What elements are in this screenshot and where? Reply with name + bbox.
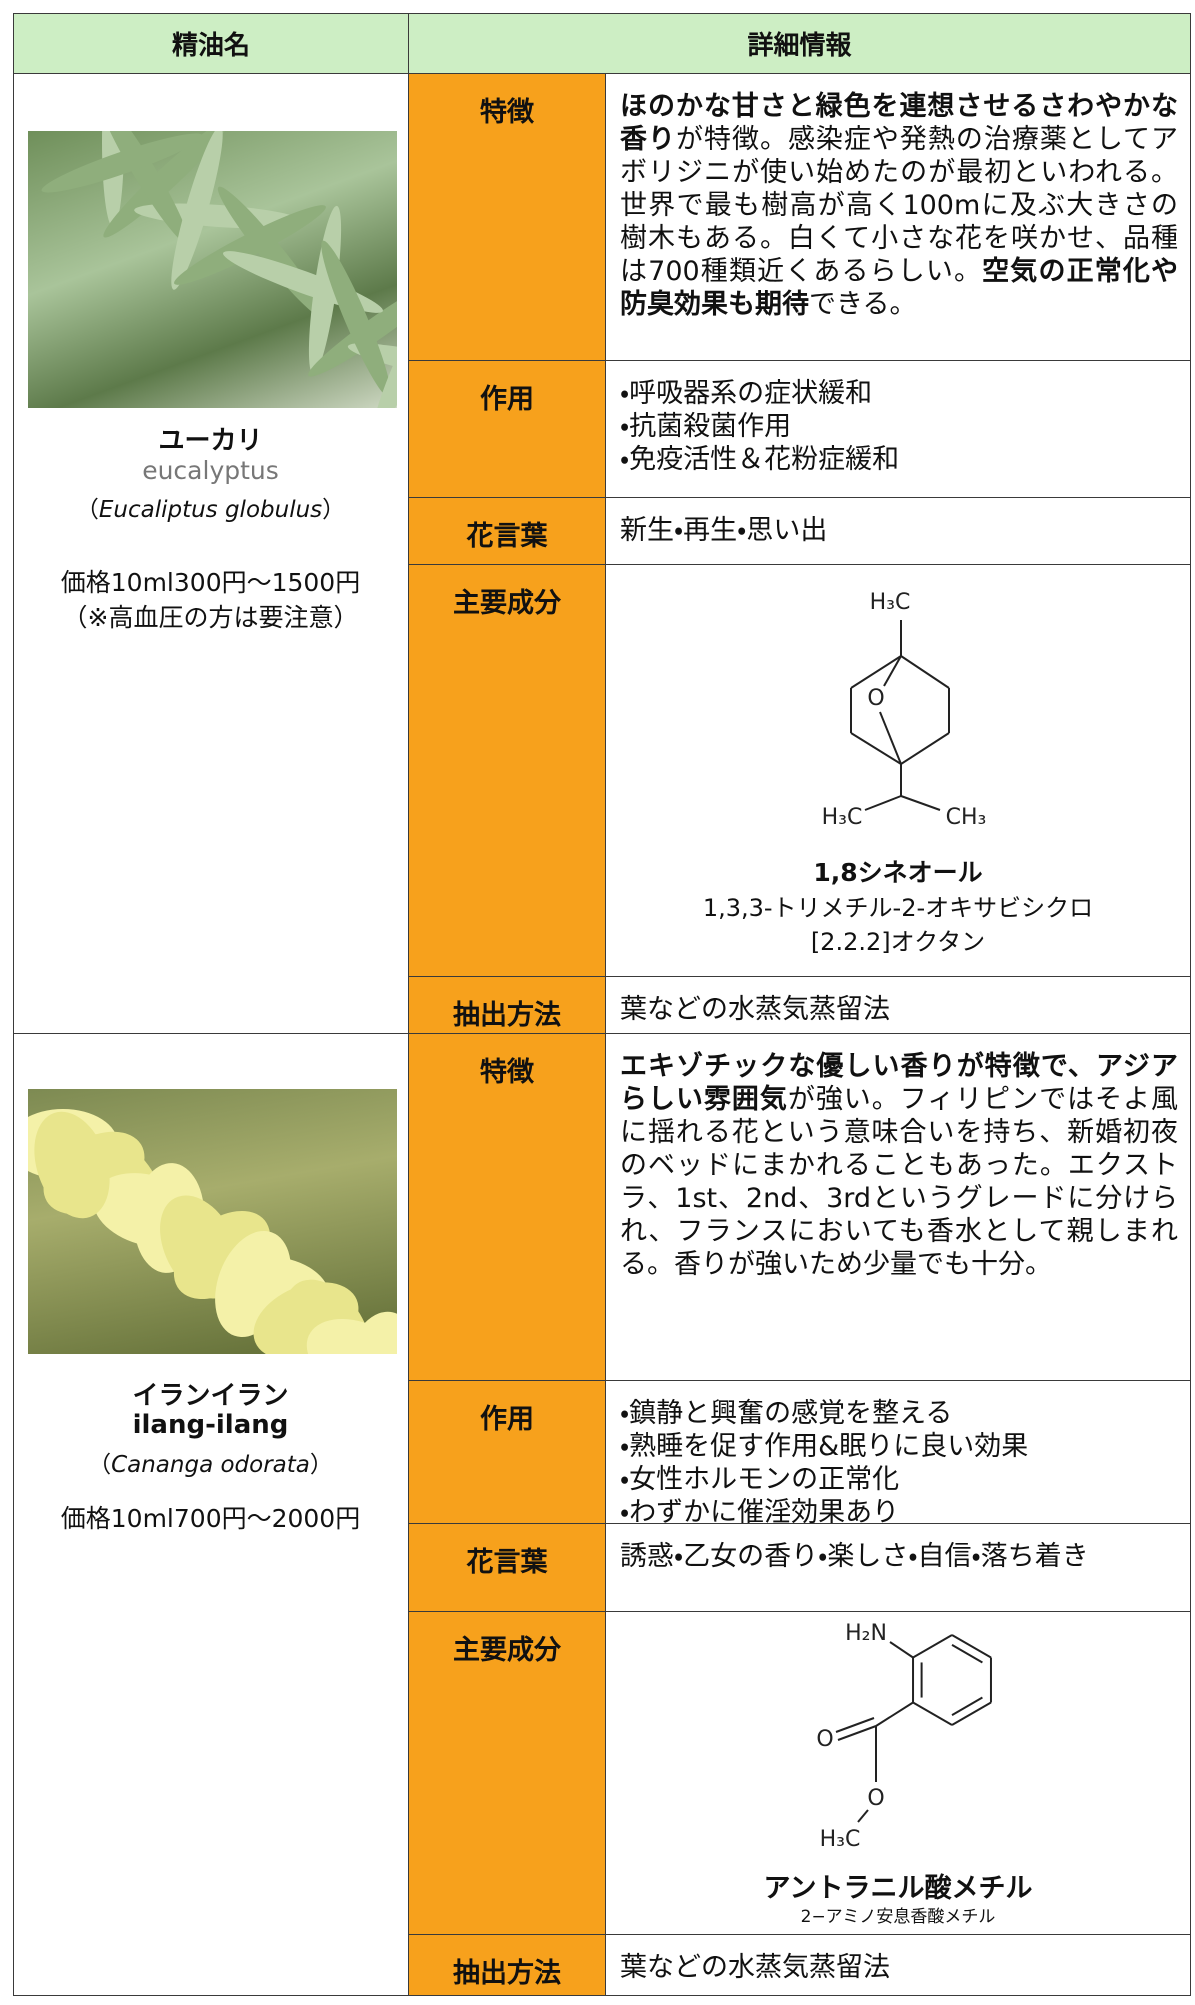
price: 価格10ml300円〜1500円	[60, 568, 361, 597]
detail-label: 抽出方法	[408, 1934, 606, 1996]
oil-name: ユーカリ	[158, 426, 263, 456]
detail-content: エキゾチックな優しい香りが特徴で、アジアらしい雰囲気が強い。フィリピンではそよ風…	[605, 1033, 1191, 1381]
detail-content: 葉などの水蒸気蒸留法	[605, 976, 1191, 1034]
detail-label: 主要成分	[408, 564, 606, 977]
text-run: 新生・再生・思い出	[620, 515, 828, 546]
text-run: できる。	[809, 289, 917, 320]
compound-desc: [2.2.2]オクタン	[810, 928, 986, 956]
list-item: ・免疫活性＆花粉症緩和	[620, 444, 900, 475]
text-run: が強い。フィリピンではそよ風に揺れる花という意味合いを持ち、新婚初夜のベッドにま…	[620, 1084, 1178, 1280]
scientific-part: Eucaliptus globulus	[98, 497, 323, 523]
header-cell: 詳細情報	[408, 13, 1191, 74]
compound-name: アントラニル酸メチル	[763, 1873, 1033, 1904]
list-item: ・抗菌殺菌作用	[620, 411, 792, 442]
scientific-part: Cananga odorata	[111, 1452, 310, 1478]
detail-content: ・鎮静と興奮の感覚を整える ・熟睡を促す作用&眠りに良い効果 ・女性ホルモンの正常化…	[605, 1380, 1191, 1528]
english-name: ilang-ilang	[132, 1410, 289, 1440]
list-item: ・熟睡を促す作用&眠りに良い効果	[620, 1431, 1029, 1462]
photo	[28, 1089, 397, 1354]
scientific-name: （Eucaliptus globulus）	[13, 490, 408, 524]
text-run: 葉などの水蒸気蒸留法	[620, 1952, 890, 1983]
detail-content: ほのかな甘さと緑色を連想させるさわやかな香りが特徴。感染症や発熱の治療薬としてア…	[605, 73, 1191, 361]
scientific-name: （Cananga odorata）	[13, 1445, 408, 1479]
list-item: ・呼吸器系の症状緩和	[620, 378, 873, 409]
detail-content: 誘惑・乙女の香り・楽しさ・自信・落ち着き	[605, 1523, 1191, 1612]
detail-content: 新生・再生・思い出	[605, 497, 1191, 565]
text-run: 誘惑・乙女の香り・楽しさ・自信・落ち着き	[620, 1541, 1089, 1572]
scientific-part: ）	[322, 497, 346, 523]
english-name: eucalyptus	[142, 456, 279, 485]
detail-label: 作用	[408, 360, 606, 498]
compound-name: 1,8シネオール	[813, 858, 983, 887]
text-run: 空気の正常化や防臭効果も期待	[620, 256, 1178, 320]
detail-content: ・呼吸器系の症状緩和 ・抗菌殺菌作用 ・免疫活性＆花粉症緩和	[605, 360, 1191, 498]
price: 価格10ml700円〜2000円	[60, 1504, 361, 1533]
text-run: エキゾチックな優しい香りが特徴で、アジアらしい雰囲気	[620, 1051, 1178, 1115]
header-cell: 精油名	[13, 13, 409, 74]
detail-label: 花言葉	[408, 1523, 606, 1612]
list-item: ・わずかに催淫効果あり	[620, 1497, 900, 1528]
text-run: ほのかな甘さと緑色を連想させるさわやかな香り	[620, 91, 1178, 155]
scientific-part: （	[75, 497, 99, 523]
scientific-part: （	[88, 1452, 112, 1478]
list-item: ・女性ホルモンの正常化	[620, 1464, 900, 1495]
detail-content: 葉などの水蒸気蒸留法	[605, 1934, 1191, 1996]
detail-label: 特徴	[408, 1033, 606, 1381]
detail-label: 特徴	[408, 73, 606, 361]
compound-desc: 2−アミノ安息香酸メチル	[800, 1907, 996, 1927]
oil-name: イランイラン	[132, 1381, 289, 1411]
compound-desc: 1,3,3-トリメチル-2-オキサビシクロ	[702, 894, 1094, 922]
text-run: が特徴。感染症や発熱の治療薬としてアボリジニが使い始めたのが最初といわれる。世界…	[620, 124, 1178, 287]
text-run: 葉などの水蒸気蒸留法	[620, 994, 890, 1025]
list-item: ・鎮静と興奮の感覚を整える	[620, 1398, 953, 1429]
photo	[28, 131, 397, 408]
detail-label: 花言葉	[408, 497, 606, 565]
detail-label: 抽出方法	[408, 976, 606, 1034]
detail-label: 主要成分	[408, 1611, 606, 1935]
scientific-part: ）	[309, 1452, 333, 1478]
detail-label: 作用	[408, 1380, 606, 1524]
note: （※高血圧の方は要注意）	[62, 603, 359, 632]
